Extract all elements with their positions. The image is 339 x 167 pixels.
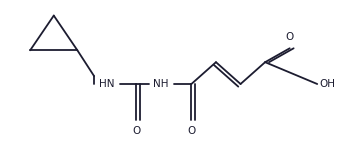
Text: NH: NH: [153, 79, 169, 89]
Text: O: O: [132, 126, 140, 136]
Text: OH: OH: [319, 79, 335, 89]
Text: O: O: [285, 32, 294, 42]
Text: HN: HN: [99, 79, 115, 89]
Text: O: O: [187, 126, 196, 136]
